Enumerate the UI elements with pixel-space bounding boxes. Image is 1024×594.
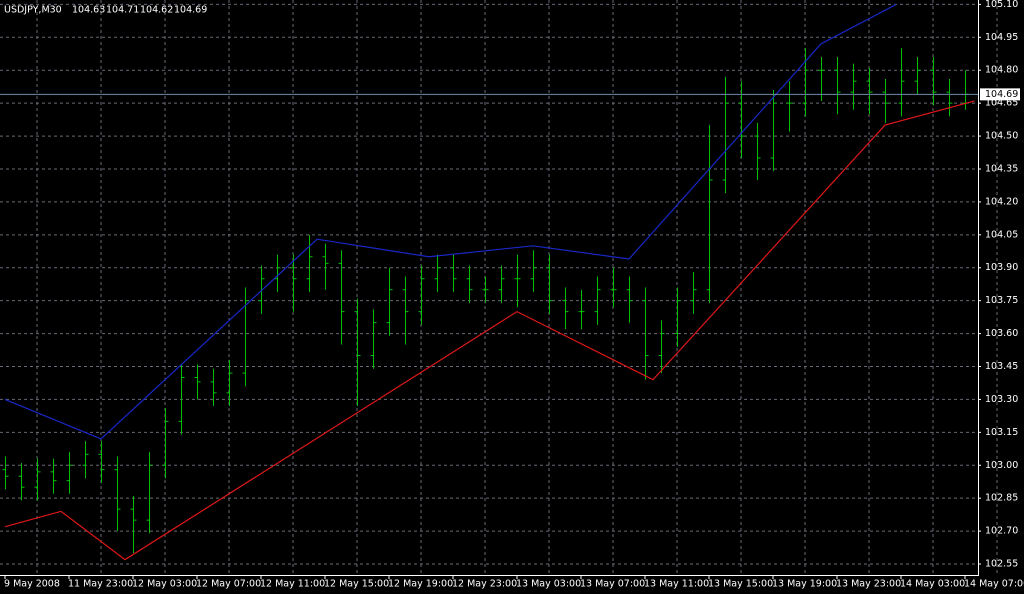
header-open: 104.63 [72, 5, 105, 16]
x-tick-label: 13 May 15:00 [708, 579, 773, 590]
x-tick-label: 12 May 23:00 [452, 579, 517, 590]
y-tick-label: 102.55 [985, 559, 1018, 570]
grid [0, 0, 998, 575]
x-tick-label: 12 May 07:00 [196, 579, 261, 590]
x-tick-label: 12 May 19:00 [388, 579, 453, 590]
x-tick-label: 13 May 23:00 [836, 579, 901, 590]
header-close: 104.69 [174, 5, 207, 16]
x-tick-label: 13 May 03:00 [516, 579, 581, 590]
x-tick-label: 12 May 11:00 [260, 579, 325, 590]
header-high: 104.71 [106, 5, 139, 16]
x-tick-label: 12 May 15:00 [324, 579, 389, 590]
y-tick-label: 104.05 [985, 229, 1018, 240]
y-tick-label: 104.65 [985, 98, 1018, 109]
header-low: 104.62 [140, 5, 173, 16]
y-tick-label: 103.60 [985, 328, 1018, 339]
y-tick-label: 105.10 [985, 0, 1018, 10]
axes: 105.10 104.95 104.80 104.65 104.50 104.35 104.… [4, 0, 1024, 590]
y-tick-label: 103.75 [985, 295, 1018, 306]
indicator-line [4, 100, 975, 561]
x-tick-label: 14 May 03:00 [900, 579, 965, 590]
y-tick-label: 104.35 [985, 163, 1018, 174]
y-tick-label: 103.30 [985, 394, 1018, 405]
x-tick-label: 13 May 07:00 [580, 579, 645, 590]
header: USDJPY,M30 104.63 104.71 104.62 104.69 [4, 5, 207, 16]
y-tick-label: 104.95 [985, 32, 1018, 43]
y-tick-label: 102.70 [985, 526, 1018, 537]
y-tick-label: 103.90 [985, 262, 1018, 273]
current-price-label: 104.69 [985, 89, 1018, 100]
y-tick-label: 103.15 [985, 427, 1018, 438]
y-tick-label: 104.20 [985, 196, 1018, 207]
symbol: USDJPY,M30 [4, 5, 62, 16]
x-tick-label: 12 May 03:00 [132, 579, 197, 590]
x-tick-label: 9 May 2008 [4, 579, 60, 590]
plot [0, 3, 978, 561]
x-tick-label: 13 May 11:00 [644, 579, 709, 590]
y-tick-label: 103.45 [985, 361, 1018, 372]
x-tick-label: 11 May 23:00 [68, 579, 133, 590]
x-tick-label: 14 May 07:00 [964, 579, 1024, 590]
indicator-line [4, 3, 897, 440]
x-tick-label: 13 May 19:00 [772, 579, 837, 590]
y-tick-label: 104.80 [985, 65, 1018, 76]
y-tick-label: 102.85 [985, 493, 1018, 504]
y-tick-label: 103.00 [985, 460, 1018, 471]
y-tick-label: 104.50 [985, 131, 1018, 142]
current-price-box [980, 88, 1020, 101]
